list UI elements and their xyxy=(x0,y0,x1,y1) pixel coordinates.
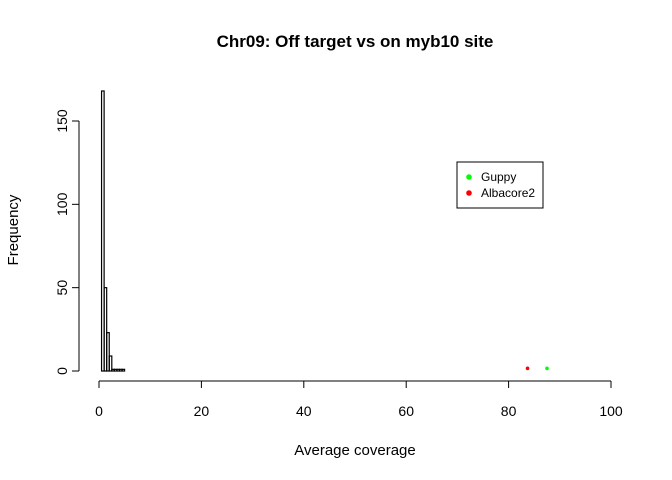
histogram-bars xyxy=(100,90,126,372)
chart-title: Chr09: Off target vs on myb10 site xyxy=(217,32,494,51)
legend-marker-guppy xyxy=(466,174,472,180)
data-points xyxy=(525,366,549,371)
data-point-albacore2 xyxy=(525,366,530,371)
legend-label-guppy: Guppy xyxy=(481,170,516,184)
legend: Guppy Albacore2 xyxy=(456,161,544,209)
histogram-bar xyxy=(108,355,113,372)
legend-marker-albacore2 xyxy=(466,190,472,196)
legend-label-albacore2: Albacore2 xyxy=(481,186,535,200)
x-tick-label: 0 xyxy=(95,403,103,419)
data-point-guppy xyxy=(545,366,549,371)
y-axis: 0 50 100 150 xyxy=(54,109,80,375)
y-axis-label: Frequency xyxy=(5,194,22,265)
x-tick-label: 60 xyxy=(398,403,414,419)
y-tick-label: 100 xyxy=(54,192,70,216)
x-tick-label: 100 xyxy=(599,403,623,419)
x-axis: 0 20 40 60 80 100 xyxy=(95,380,623,419)
y-tick-label: 0 xyxy=(54,367,70,375)
x-axis-label: Average coverage xyxy=(294,442,415,459)
y-tick-label: 150 xyxy=(54,109,70,133)
histogram-bar xyxy=(103,287,108,372)
histogram-bar xyxy=(121,368,126,372)
x-tick-label: 40 xyxy=(296,403,312,419)
x-tick-label: 20 xyxy=(194,403,210,419)
y-tick-label: 50 xyxy=(54,280,70,296)
x-tick-label: 80 xyxy=(501,403,517,419)
histogram-bar xyxy=(106,332,110,372)
legend-box xyxy=(456,161,544,209)
histogram-bar xyxy=(100,90,105,372)
